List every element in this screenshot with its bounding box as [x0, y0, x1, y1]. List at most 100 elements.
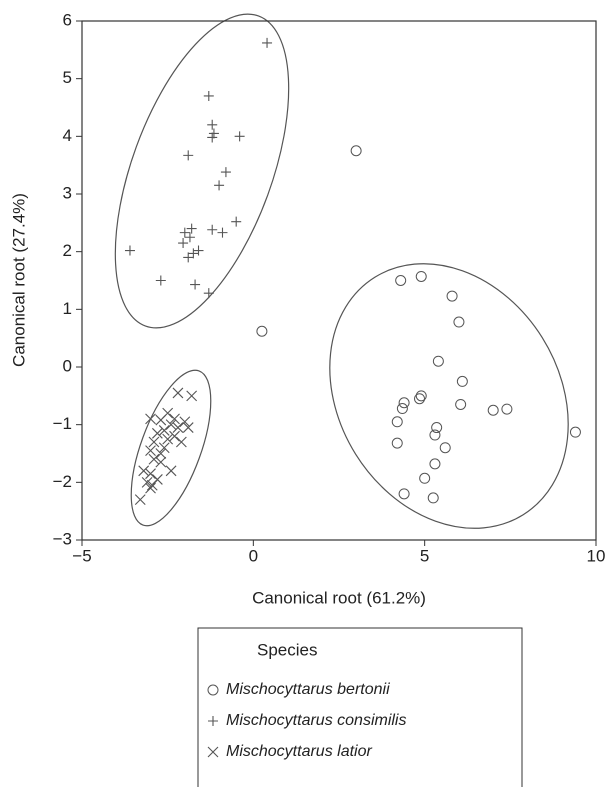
- point: [179, 227, 190, 238]
- y-axis-label: Canonical root (27.4%): [9, 193, 28, 367]
- point: [175, 436, 187, 448]
- point: [415, 270, 427, 282]
- point: [151, 427, 163, 439]
- plot-frame: [81, 20, 597, 541]
- point: [501, 403, 513, 415]
- point: [134, 494, 146, 506]
- point: [207, 224, 218, 235]
- point: [155, 414, 167, 426]
- point: [186, 223, 197, 234]
- legend-marker: [208, 716, 218, 726]
- point: [262, 37, 273, 48]
- legend-box: [197, 627, 523, 787]
- point: [169, 413, 180, 425]
- legend-title: Species: [257, 640, 317, 659]
- point: [207, 132, 218, 143]
- ellipse: [130, 369, 212, 527]
- point: [569, 426, 581, 438]
- point: [207, 119, 218, 130]
- point: [391, 437, 403, 449]
- point: [172, 422, 184, 433]
- legend: Mischocyttarus bertonii Mischocyttarus co…: [207, 681, 406, 760]
- y-tick-label: −3: [53, 529, 72, 548]
- point: [162, 433, 174, 445]
- point: [456, 375, 468, 387]
- point: [220, 167, 231, 178]
- point: [182, 422, 194, 433]
- x-tick-label: −5: [72, 546, 91, 565]
- point: [427, 492, 439, 504]
- x-axis-label: Canonical root (61.2%): [252, 588, 426, 607]
- point: [455, 398, 467, 410]
- point: [141, 476, 153, 488]
- point: [431, 422, 443, 434]
- point: [158, 442, 170, 454]
- point: [178, 238, 189, 249]
- point: [419, 472, 431, 484]
- point: [188, 248, 199, 259]
- point: [432, 355, 444, 367]
- point: [165, 465, 177, 477]
- point: [124, 245, 135, 256]
- group-ellipses: [114, 13, 569, 529]
- point: [429, 429, 441, 441]
- y-tick-label: 0: [63, 356, 72, 375]
- x-tick-label: 5: [420, 546, 429, 565]
- point: [158, 425, 170, 436]
- ellipse: [114, 13, 290, 329]
- point: [203, 288, 214, 299]
- y-tick-label: 5: [63, 68, 72, 87]
- legend-label: Mischocyttarus latior: [226, 743, 372, 760]
- point: [186, 390, 198, 402]
- point: [231, 216, 242, 227]
- point: [415, 390, 427, 402]
- point: [398, 488, 410, 500]
- point: [203, 90, 214, 101]
- x-tick-label: 0: [249, 546, 258, 565]
- point: [396, 403, 408, 415]
- point: [183, 252, 194, 263]
- point: [395, 275, 407, 286]
- x-tick-label: 10: [587, 546, 606, 565]
- y-tick-label: 6: [63, 10, 72, 29]
- point: [234, 131, 245, 142]
- y-tick-label: 1: [63, 299, 72, 318]
- point: [148, 453, 160, 465]
- point: [155, 448, 167, 459]
- y-tick-label: 4: [63, 126, 72, 145]
- point: [214, 180, 225, 191]
- point: [169, 430, 180, 442]
- point: [172, 387, 184, 399]
- legend-marker: [207, 684, 219, 696]
- point: [429, 458, 441, 470]
- point: [439, 442, 451, 454]
- legend-label: Mischocyttarus consimilis: [226, 712, 406, 729]
- point: [217, 227, 228, 238]
- point: [145, 413, 156, 425]
- point: [414, 393, 426, 405]
- ellipse: [329, 263, 569, 529]
- point: [398, 397, 410, 409]
- point: [146, 479, 158, 491]
- point: [165, 419, 177, 431]
- y-tick-label: 3: [63, 183, 72, 202]
- y-tick-label: −1: [53, 414, 72, 433]
- point: [350, 145, 362, 157]
- point: [148, 436, 160, 448]
- y-tick-label: −2: [53, 472, 72, 491]
- point: [446, 290, 458, 302]
- point: [179, 416, 191, 428]
- point: [155, 275, 166, 286]
- point: [391, 416, 403, 428]
- legend-label: Mischocyttarus bertonii: [226, 681, 390, 698]
- point: [184, 232, 195, 243]
- point: [487, 404, 499, 416]
- point: [190, 279, 201, 290]
- point: [145, 468, 156, 480]
- point: [256, 325, 268, 337]
- point: [208, 128, 219, 139]
- point: [145, 445, 156, 457]
- point: [193, 245, 204, 256]
- point: [155, 456, 167, 468]
